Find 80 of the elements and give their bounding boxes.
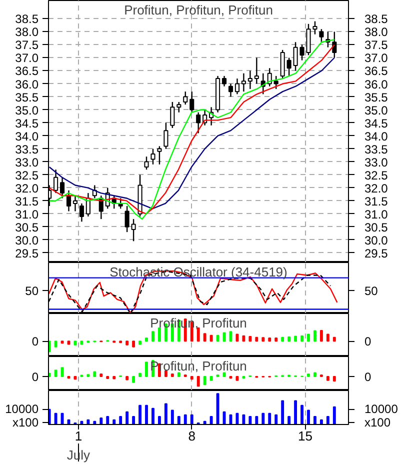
candlestick	[222, 75, 227, 87]
candlestick	[170, 101, 175, 129]
y-tick-label: 33.5	[15, 142, 39, 156]
y-tick-label: 34.5	[15, 116, 39, 130]
y2-tick-label: 33.0	[364, 155, 388, 170]
y2-tick-label: 33.5	[364, 142, 388, 156]
chart-title: Stochastic Oscillator (34-4519)	[110, 264, 288, 280]
y2-tick-label: 36.0	[364, 77, 388, 92]
y-tick-label: 35.5	[15, 90, 39, 104]
candlestick	[319, 28, 324, 43]
y2-tick-label: 35.5	[364, 90, 388, 104]
text: x100	[364, 415, 391, 430]
y2-tick-label: 31.0	[364, 207, 388, 222]
candlestick	[124, 205, 130, 233]
candlestick	[72, 195, 78, 212]
y2-tick-label: 32.0	[364, 181, 388, 196]
candlestick	[164, 122, 168, 150]
text: 10000	[5, 402, 39, 416]
text: 0	[364, 334, 372, 349]
text: 0	[32, 370, 39, 384]
y2-tick-label: 31.5	[364, 194, 388, 208]
y2-tick-label: 30.0	[364, 233, 388, 248]
candlestick	[66, 190, 72, 212]
x-tick-label: 8	[188, 428, 196, 444]
y-tick-label: 37.5	[15, 38, 39, 52]
candlestick	[60, 176, 65, 199]
y-tick-label: 36.5	[15, 64, 39, 78]
text: 0	[32, 334, 39, 349]
y-tick-label: 35.0	[15, 103, 39, 118]
candlestick	[332, 31, 337, 58]
y2-tick-label: 29.5	[364, 246, 388, 260]
candlestick	[274, 75, 278, 90]
y2-tick-label: 37.0	[364, 51, 388, 66]
y-tick-label: 36.0	[15, 77, 39, 92]
candlestick	[312, 20, 318, 35]
y2-tick-label: 32.5	[364, 168, 388, 182]
y-tick-label: 33.0	[15, 155, 39, 170]
y2-tick-label: 30.5	[364, 220, 388, 234]
y-tick-label: 31.0	[15, 207, 39, 222]
y-tick-label: 29.5	[15, 246, 39, 260]
text: x100	[12, 415, 39, 430]
y2-tick-label: 34.5	[364, 116, 388, 130]
candlestick	[176, 101, 182, 113]
y2-tick-label: 37.5	[364, 38, 388, 52]
x-tick-label: 15	[298, 428, 312, 444]
candlestick	[196, 112, 201, 134]
y2-tick-label: 38.5	[364, 12, 388, 26]
y-tick-label: 30.5	[15, 220, 39, 234]
y-tick-label: 37.0	[15, 51, 39, 66]
candlestick	[144, 156, 149, 170]
candlestick	[183, 90, 188, 106]
candlestick	[190, 90, 194, 113]
candlestick	[248, 70, 252, 90]
y2-tick-label: 38.0	[364, 25, 388, 40]
candlestick	[54, 169, 58, 194]
candlestick	[254, 57, 259, 84]
y-tick-label: 32.5	[15, 168, 39, 182]
candlestick	[280, 49, 285, 80]
candlestick	[131, 218, 136, 242]
chart-title: Profitun, Profitun, Profitun	[124, 2, 273, 18]
y-tick-label: 30.0	[15, 233, 39, 248]
text: 50	[25, 284, 39, 298]
y-tick-label: 38.5	[15, 12, 39, 26]
y-tick-label: 32.0	[15, 181, 39, 196]
text: 50	[364, 284, 378, 298]
candlestick	[157, 146, 162, 166]
candlestick	[150, 148, 156, 166]
candlestick	[228, 83, 234, 98]
y2-tick-label: 36.5	[364, 64, 388, 78]
candlestick	[241, 72, 246, 92]
y2-tick-label: 35.0	[364, 103, 388, 118]
y-tick-label: 34.0	[15, 129, 39, 144]
y-tick-label: 38.0	[15, 25, 39, 40]
text: 0	[364, 370, 372, 384]
text: 10000	[364, 402, 398, 416]
y2-tick-label: 34.0	[364, 129, 388, 144]
y-tick-label: 31.5	[15, 194, 39, 208]
x-tick-label: 1	[74, 428, 82, 444]
candlestick	[234, 78, 240, 95]
candlestick	[79, 202, 84, 222]
